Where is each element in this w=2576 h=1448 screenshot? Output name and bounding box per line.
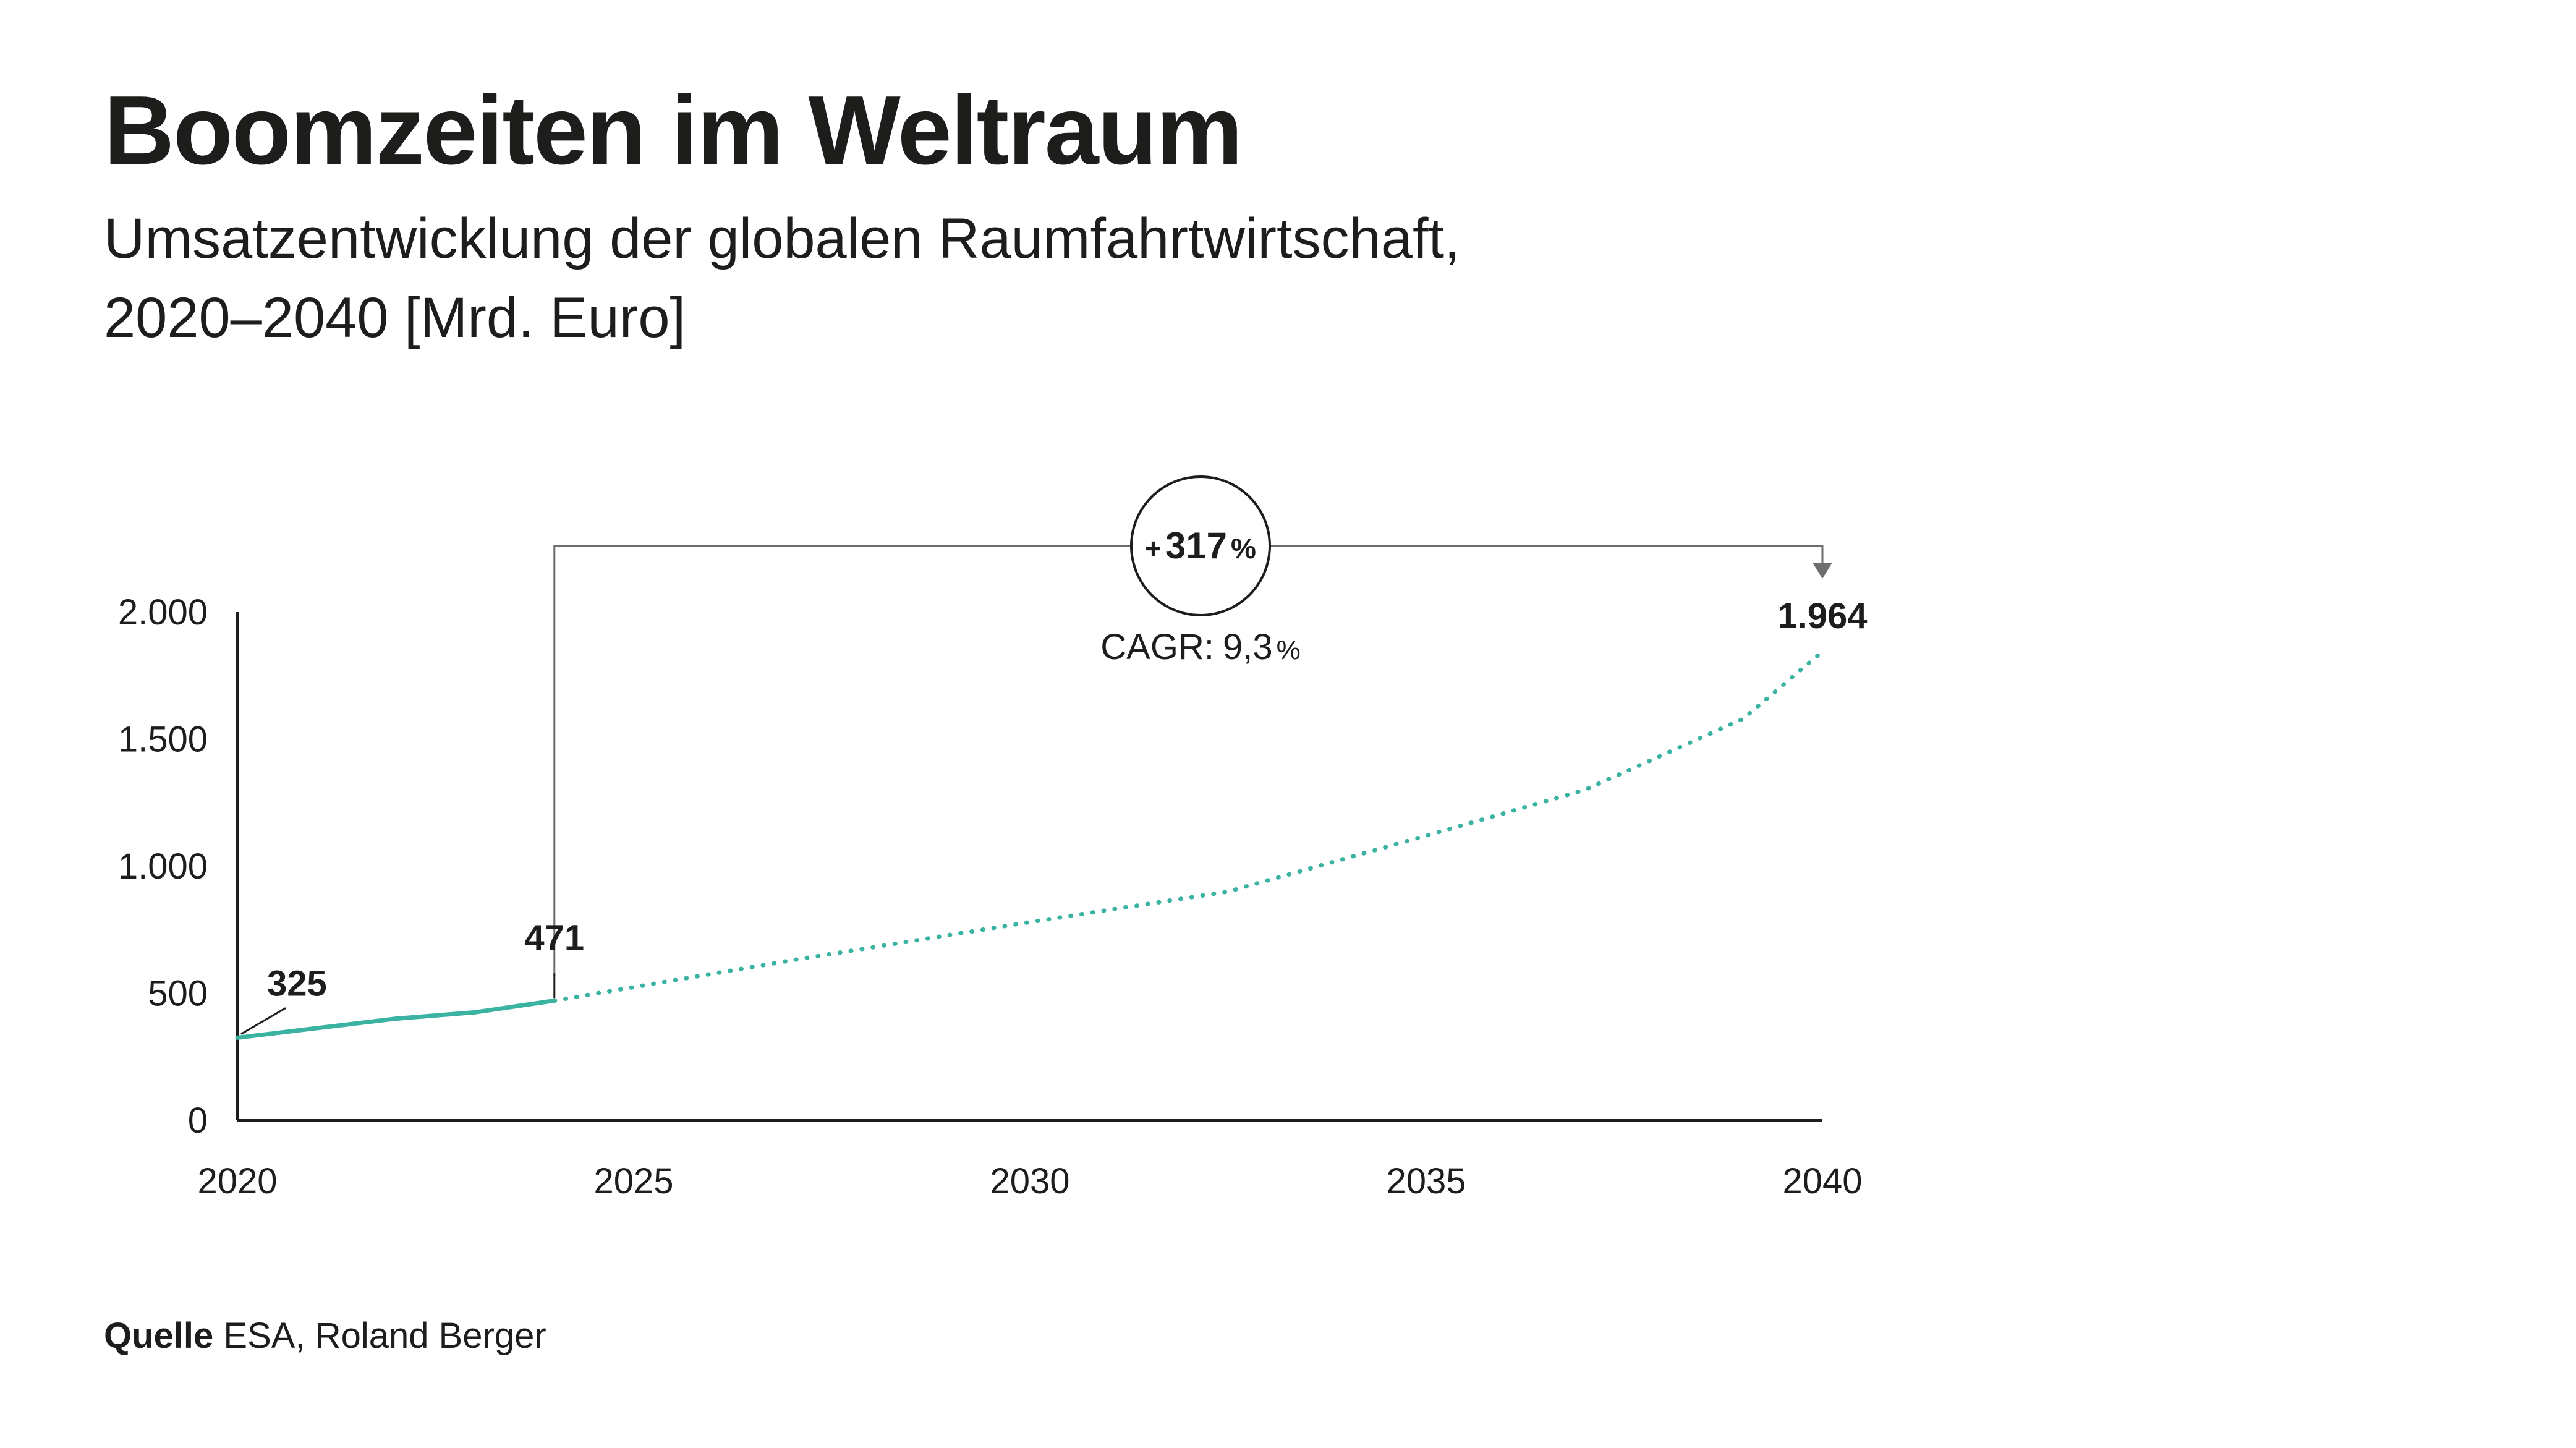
y-tick-label: 0 — [188, 1101, 208, 1141]
actual-series-line — [235, 998, 557, 1040]
forecast-series-line — [552, 649, 1825, 1003]
source-note: Quelle ESA, Roland Berger — [104, 1318, 546, 1354]
growth-unit: % — [1231, 532, 1256, 564]
source-text: ESA, Roland Berger — [223, 1316, 546, 1356]
data-label: 325 — [267, 963, 327, 1003]
y-tick-label: 500 — [148, 974, 208, 1014]
chart-subtitle-line-2: 2020–2040 [Mrd. Euro] — [104, 286, 686, 349]
y-tick-label: 1.000 — [118, 846, 208, 887]
cagr-unit: % — [1277, 635, 1301, 665]
y-tick-label: 2.000 — [118, 592, 208, 632]
data-label-leader — [240, 1007, 286, 1035]
y-tick-label: 1.500 — [118, 720, 208, 760]
x-tick-label: 2040 — [1782, 1161, 1862, 1201]
x-tick-label: 2030 — [990, 1161, 1069, 1201]
x-tick-label: 2025 — [593, 1161, 673, 1201]
growth-arrow-head — [1813, 563, 1832, 579]
data-series — [235, 649, 1825, 1040]
x-tick-label: 2020 — [197, 1161, 277, 1201]
growth-annotation: +317% CAGR: 9,3% — [553, 475, 1832, 976]
growth-number: 317 — [1165, 525, 1227, 566]
x-axis-ticks: 2020 2025 2030 2035 2040 — [197, 1161, 1862, 1201]
chart-axes — [236, 612, 1822, 1122]
cagr-value: 9,3 — [1223, 627, 1273, 667]
growth-percent-label: +317% — [1145, 525, 1256, 566]
growth-circle — [1130, 475, 1271, 616]
data-labels: 325 471 1.964 — [240, 596, 1868, 1035]
y-axis-ticks: 0 500 1.000 1.500 2.000 — [118, 592, 208, 1141]
growth-sign: + — [1145, 532, 1162, 564]
data-label: 471 — [524, 918, 584, 958]
x-tick-label: 2035 — [1386, 1161, 1466, 1201]
cagr-prefix: CAGR: — [1100, 627, 1214, 667]
cagr-label: CAGR: 9,3% — [1100, 627, 1300, 667]
chart-subtitle-line-1: Umsatzentwicklung der globalen Raumfahrt… — [104, 207, 1460, 270]
chart-title: Boomzeiten im Weltraum — [104, 76, 1243, 185]
data-label: 1.964 — [1777, 596, 1867, 636]
source-label: Quelle — [104, 1316, 214, 1356]
